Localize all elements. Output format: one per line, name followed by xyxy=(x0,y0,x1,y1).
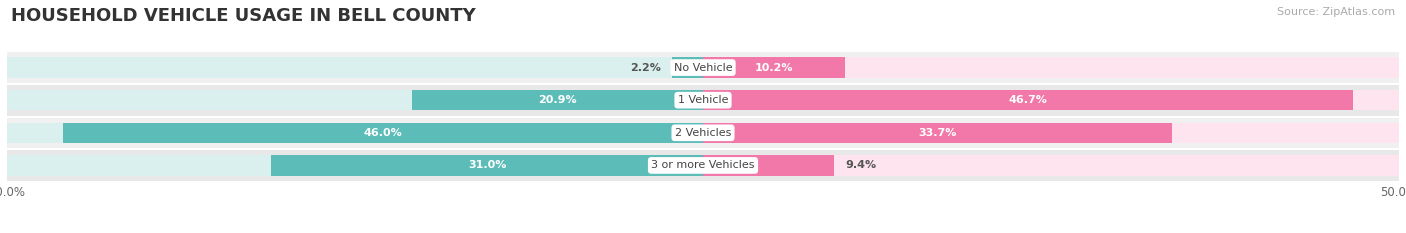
Bar xyxy=(703,123,1173,143)
Bar xyxy=(703,90,1399,110)
Bar xyxy=(7,85,1399,116)
Text: 3 or more Vehicles: 3 or more Vehicles xyxy=(651,161,755,170)
Bar xyxy=(7,155,703,175)
Text: 20.9%: 20.9% xyxy=(538,95,576,105)
Bar xyxy=(703,58,845,78)
Text: 1 Vehicle: 1 Vehicle xyxy=(678,95,728,105)
Text: 46.0%: 46.0% xyxy=(364,128,402,138)
Bar xyxy=(7,123,703,143)
Text: 9.4%: 9.4% xyxy=(845,161,876,170)
Text: 46.7%: 46.7% xyxy=(1008,95,1047,105)
Bar xyxy=(7,52,1399,83)
Bar xyxy=(7,150,1399,181)
Text: 31.0%: 31.0% xyxy=(468,161,506,170)
Bar xyxy=(271,155,703,175)
Bar xyxy=(703,123,1399,143)
Text: HOUSEHOLD VEHICLE USAGE IN BELL COUNTY: HOUSEHOLD VEHICLE USAGE IN BELL COUNTY xyxy=(11,7,477,25)
Bar xyxy=(7,117,1399,148)
Bar xyxy=(412,90,703,110)
Text: No Vehicle: No Vehicle xyxy=(673,63,733,72)
Text: 33.7%: 33.7% xyxy=(918,128,956,138)
Bar xyxy=(672,58,703,78)
Bar xyxy=(7,58,703,78)
Bar xyxy=(7,90,703,110)
Bar xyxy=(703,58,1399,78)
Text: 10.2%: 10.2% xyxy=(755,63,793,72)
Text: 2 Vehicles: 2 Vehicles xyxy=(675,128,731,138)
Text: Source: ZipAtlas.com: Source: ZipAtlas.com xyxy=(1277,7,1395,17)
Bar xyxy=(703,90,1353,110)
Bar xyxy=(63,123,703,143)
Bar xyxy=(703,155,834,175)
Bar xyxy=(703,155,1399,175)
Text: 2.2%: 2.2% xyxy=(630,63,661,72)
